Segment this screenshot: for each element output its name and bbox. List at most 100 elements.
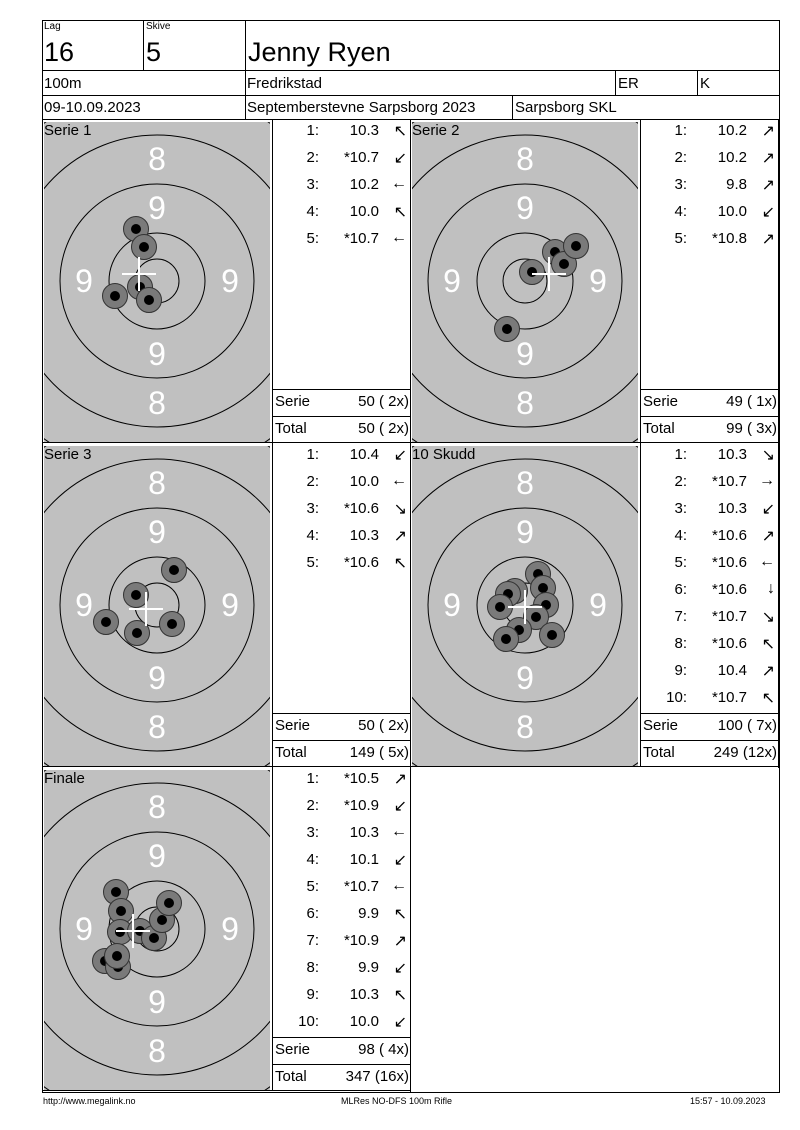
shot-hole-center bbox=[559, 259, 569, 269]
shot-hole-center bbox=[164, 898, 174, 908]
shot-number: 4: bbox=[674, 203, 687, 220]
target-ring bbox=[476, 556, 574, 654]
club-cell: Fredrikstad bbox=[245, 70, 616, 96]
target-ring bbox=[59, 507, 255, 703]
footer-url[interactable]: http://www.megalink.no bbox=[43, 1096, 136, 1106]
serie-sum-value: 50 ( 2x) bbox=[358, 393, 409, 410]
serie-sum-label: Serie bbox=[643, 717, 679, 734]
shot-number: 8: bbox=[306, 959, 319, 976]
direction-arrow-icon: ↖ bbox=[393, 987, 407, 1004]
shot-score: 10.0 bbox=[349, 1013, 379, 1030]
direction-arrow-icon: ← bbox=[391, 472, 407, 489]
shot-hole-center bbox=[131, 590, 141, 600]
ring-number: 9 bbox=[75, 263, 93, 299]
target-ring bbox=[44, 134, 270, 428]
total-sum-value: 347 (16x) bbox=[345, 1068, 409, 1085]
shot-row: 5: *10.6 ← bbox=[641, 553, 779, 576]
shot-row: 4: 10.1 ↙ bbox=[273, 851, 411, 873]
direction-arrow-icon: ↘ bbox=[761, 609, 775, 626]
lag-cell: Lag 16 bbox=[42, 20, 144, 71]
direction-arrow-icon: ↙ bbox=[393, 852, 407, 869]
shot-score: 10.4 bbox=[349, 446, 379, 463]
distance-cell: 100m bbox=[42, 70, 246, 96]
serie-sum-value: 50 ( 2x) bbox=[358, 717, 409, 734]
shot-score: *10.6 bbox=[711, 581, 747, 598]
shot-score: 9.9 bbox=[358, 959, 379, 976]
series-panel: 10 Skudd 8 8 9 9 9 9 1: 10.3 ↘ 2: *10.7 → 3: 10.3 ↙ 4: *1… bbox=[410, 443, 779, 768]
shot-score: 10.1 bbox=[349, 851, 379, 868]
shot-number: 1: bbox=[674, 122, 687, 139]
shot-number: 9: bbox=[674, 662, 687, 679]
shot-number: 1: bbox=[306, 770, 319, 787]
skive-value: 5 bbox=[146, 37, 162, 67]
shot-row: 3: 10.3 ↙ bbox=[641, 500, 779, 522]
ring-number: 9 bbox=[443, 263, 461, 299]
shot-row: 10: *10.7 ↖ bbox=[641, 689, 779, 711]
shot-number: 10: bbox=[298, 1013, 319, 1030]
total-sum-label: Total bbox=[643, 420, 675, 437]
panel-title: Serie 2 bbox=[412, 122, 460, 139]
shot-row: 4: 10.3 ↗ bbox=[273, 527, 411, 549]
shot-hole-center bbox=[112, 951, 122, 961]
direction-arrow-icon: ↖ bbox=[761, 690, 775, 707]
total-sum: Total 249 (12x) bbox=[641, 740, 779, 767]
event-cell: Septemberstevne Sarpsborg 2023 bbox=[245, 95, 513, 120]
shot-row: 5: *10.7 ← bbox=[273, 229, 411, 252]
shot-row: 6: 9.9 ↖ bbox=[273, 905, 411, 927]
shot-hole-center bbox=[169, 565, 179, 575]
shot-hole-center bbox=[538, 583, 548, 593]
target-ring bbox=[502, 258, 548, 304]
organizer-cell: Sarpsborg SKL bbox=[512, 95, 780, 120]
ring-number: 9 bbox=[148, 984, 166, 1020]
shot-hole-center bbox=[502, 324, 512, 334]
direction-arrow-icon: ← bbox=[759, 553, 775, 570]
shot-hole-center bbox=[110, 291, 120, 301]
footer-software: MLRes NO-DFS 100m Rifle bbox=[341, 1096, 453, 1106]
shot-hole-center bbox=[571, 241, 581, 251]
panel-title: Finale bbox=[44, 770, 85, 787]
shot-number: 5: bbox=[674, 554, 687, 571]
direction-arrow-icon: ↖ bbox=[393, 555, 407, 572]
shot-number: 1: bbox=[306, 122, 319, 139]
direction-arrow-icon: ↗ bbox=[761, 528, 775, 545]
target-ring bbox=[412, 458, 638, 752]
ring-number: 9 bbox=[221, 263, 239, 299]
direction-arrow-icon: ↙ bbox=[393, 150, 407, 167]
shot-score: *10.9 bbox=[343, 797, 379, 814]
shot-score: *10.5 bbox=[343, 770, 379, 787]
score-list: 1: *10.5 ↗ 2: *10.9 ↙ 3: 10.3 ← 4: 10.1 ↙ 5: *10.7 ← 6:… bbox=[272, 767, 411, 1091]
shot-hole-center bbox=[531, 612, 541, 622]
target-ring bbox=[44, 458, 270, 752]
target-ring bbox=[476, 232, 574, 330]
shot-number: 3: bbox=[674, 500, 687, 517]
series-panel: Serie 3 8 8 9 9 9 9 1: 10.4 ↙ 2: 10.0 ← 3: *10.6 ↘ 4: 10.… bbox=[42, 443, 411, 768]
shot-row: 5: *10.8 ↗ bbox=[641, 230, 779, 252]
shot-row: 3: 9.8 ↗ bbox=[641, 176, 779, 198]
ring-number: 9 bbox=[516, 336, 534, 372]
ring-number: 9 bbox=[148, 336, 166, 372]
shot-score: *10.9 bbox=[343, 932, 379, 949]
shot-score: *10.7 bbox=[343, 878, 379, 895]
shot-score: *10.7 bbox=[343, 230, 379, 247]
series-panel: Finale 8 8 9 9 9 9 1: *10.5 ↗ 2: *10.9 ↙ 3: 10.3 ← 4: 10.… bbox=[42, 767, 411, 1092]
serie-sum: Serie 100 ( 7x) bbox=[641, 713, 779, 740]
shot-number: 9: bbox=[306, 986, 319, 1003]
ring-number: 8 bbox=[148, 465, 166, 501]
ring-number: 8 bbox=[516, 385, 534, 421]
shot-row: 3: 10.2 ← bbox=[273, 175, 411, 198]
total-sum-value: 249 (12x) bbox=[713, 744, 777, 761]
shot-row: 7: *10.7 ↘ bbox=[641, 608, 779, 630]
serie-sum: Serie 50 ( 2x) bbox=[273, 389, 411, 416]
direction-arrow-icon: ↘ bbox=[393, 501, 407, 518]
total-sum: Total 99 ( 3x) bbox=[641, 416, 779, 443]
gender: K bbox=[700, 75, 711, 92]
total-sum-value: 50 ( 2x) bbox=[358, 420, 409, 437]
ring-number: 9 bbox=[221, 587, 239, 623]
ring-number: 8 bbox=[516, 141, 534, 177]
ring-number: 8 bbox=[148, 789, 166, 825]
shot-number: 5: bbox=[306, 554, 319, 571]
shot-number: 4: bbox=[306, 527, 319, 544]
shot-score: *10.7 bbox=[343, 149, 379, 166]
ring-number: 8 bbox=[148, 1033, 166, 1069]
shot-score: 10.2 bbox=[717, 122, 747, 139]
